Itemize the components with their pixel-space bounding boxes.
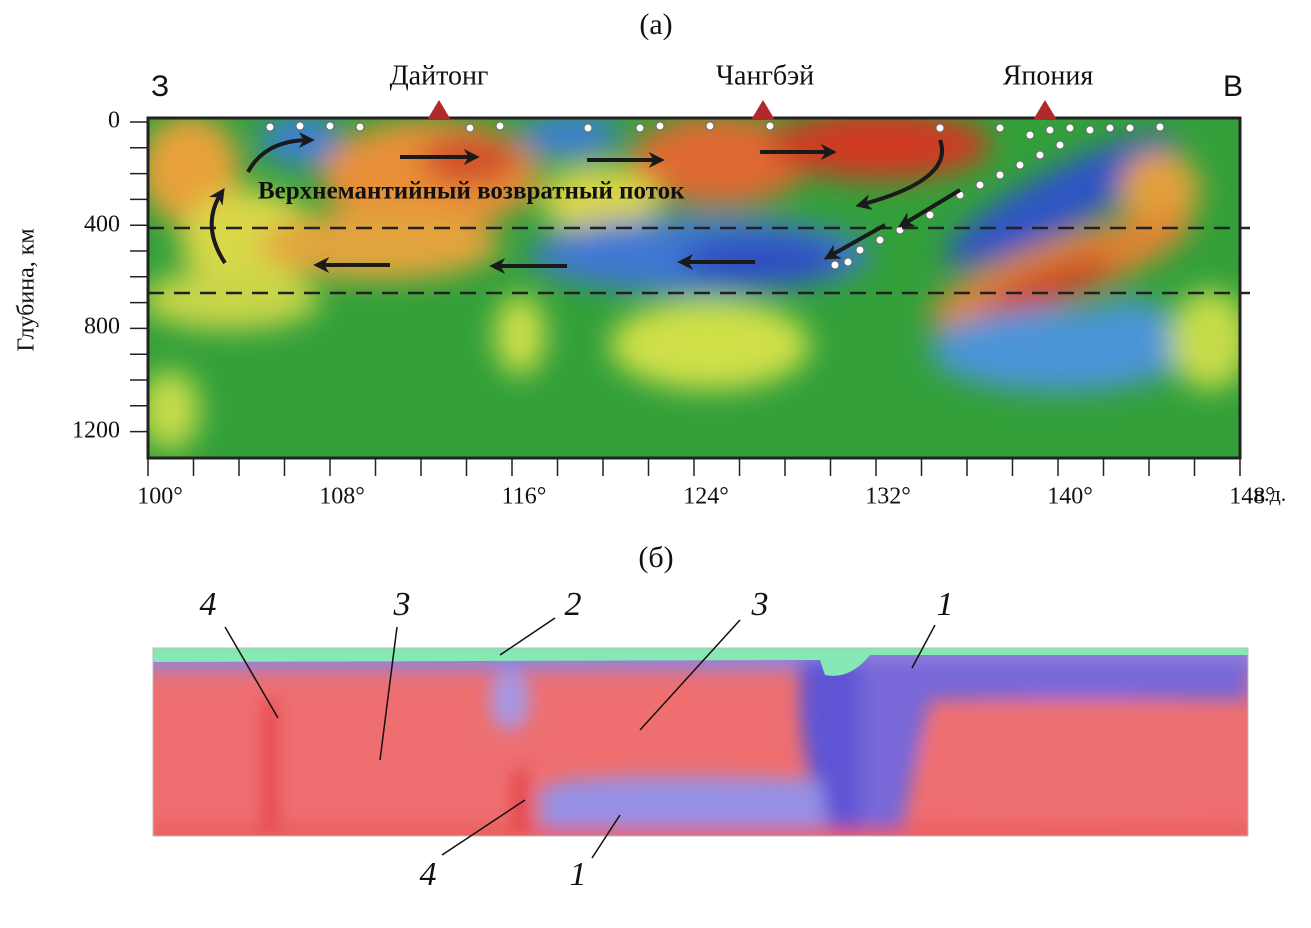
flow-arrows: [209, 132, 962, 274]
y-tick-label: 400: [84, 212, 120, 238]
callout-label: 3: [751, 586, 769, 623]
callout-label: 4: [200, 586, 217, 623]
x-tick-label: 132°: [865, 484, 911, 510]
x-tick-label: 124°: [683, 484, 729, 510]
place-label: Дайтонг: [390, 60, 489, 91]
direction-east: В: [1223, 70, 1243, 103]
x-tick-label: 148°: [1229, 484, 1275, 510]
callout-leaders: [224, 617, 936, 859]
model-image: [153, 648, 1248, 836]
volcano-markers: [427, 100, 1057, 120]
panel-label: (б): [638, 541, 673, 574]
y-tick-label: 800: [84, 314, 120, 340]
callout-labels: 4 3 2 3 1 4 1: [200, 586, 954, 893]
place-label: Чангбэй: [716, 60, 814, 91]
x-axis-unit: в.д.: [1254, 481, 1287, 506]
y-tick-label: 0: [108, 108, 120, 134]
x-tick-label: 100°: [137, 484, 183, 510]
callout-label: 1: [937, 586, 954, 623]
x-tick-label: 140°: [1047, 484, 1093, 510]
callout-label: 3: [393, 586, 411, 623]
callout-label: 4: [420, 856, 437, 893]
place-label: Япония: [1003, 60, 1094, 91]
x-tick-label: 116°: [502, 484, 547, 510]
tomography-image: [148, 118, 1240, 458]
x-tick-label: 108°: [319, 484, 365, 510]
callout-label: 2: [565, 586, 582, 623]
callout-label: 1: [570, 856, 587, 893]
annotation: Верхнемантийный возвратный поток: [258, 178, 685, 205]
y-tick-label: 1200: [72, 418, 120, 444]
y-axis-label: Глубина, км: [14, 228, 40, 351]
direction-west: З: [151, 70, 169, 103]
model-frame: [152, 647, 1249, 837]
axis-ticks: 0 400 800 1200 100° 108° 116° 124° 132° 140° 148°: [72, 108, 1275, 510]
panel-label: (а): [639, 8, 672, 41]
